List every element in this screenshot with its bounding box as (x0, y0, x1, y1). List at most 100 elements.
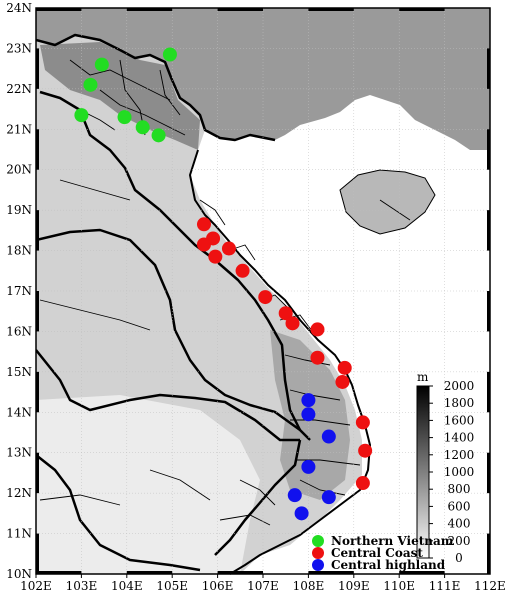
station-central-highland (301, 459, 316, 474)
colorbar-tick-label: 2000 (444, 379, 475, 393)
lat-tick-label: 13N (6, 446, 32, 460)
lat-tick-label: 12N (6, 486, 32, 500)
colorbar-tick-label: 1200 (444, 448, 475, 462)
colorbar-tick-label: 600 (448, 499, 471, 513)
station-central-highland (294, 506, 309, 521)
station-northern-vietnam (151, 128, 166, 143)
frame-segment (36, 129, 39, 170)
colorbar-unit: m (417, 370, 429, 384)
colorbar-tick-label: 800 (448, 482, 471, 496)
station-central-coast (208, 249, 223, 264)
legend-marker (312, 559, 324, 571)
frame-segment (487, 210, 490, 251)
colorbar-tick-label: 400 (448, 517, 471, 531)
station-northern-vietnam (117, 110, 132, 125)
station-central-coast (285, 316, 300, 331)
frame-segment (36, 533, 39, 574)
lat-tick-label: 24N (6, 1, 32, 15)
station-central-coast (235, 263, 250, 278)
station-northern-vietnam (83, 77, 98, 92)
latitude-labels: 10N 11N 12N 13N 14N 15N 16N 17N 18N 19N 20N 21N 22N 2… (6, 1, 32, 581)
station-central-coast (337, 360, 352, 375)
legend-marker (312, 535, 324, 547)
frame-segment (487, 533, 490, 574)
legend-label: Central Coast (331, 546, 423, 560)
lat-tick-label: 14N (6, 405, 32, 419)
lon-tick-label: 106E (202, 579, 234, 593)
frame-segment (487, 452, 490, 494)
legend-label: Northern Vietnam (331, 534, 454, 548)
legend-marker (312, 547, 324, 559)
frame-segment (36, 8, 82, 11)
station-northern-vietnam (162, 47, 177, 62)
colorbar-tick-label: 200 (448, 534, 471, 548)
station-central-coast (196, 237, 211, 252)
frame-segment (308, 571, 354, 574)
colorbar-tick-label: 1600 (444, 413, 475, 427)
colorbar-ramp (416, 385, 430, 559)
lat-tick-label: 22N (6, 82, 32, 96)
station-central-highland (321, 429, 336, 444)
station-central-coast (358, 443, 373, 458)
frame-segment (36, 48, 39, 89)
station-central-coast (258, 290, 273, 305)
frame-segment (36, 571, 82, 574)
colorbar-tick-label: 1400 (444, 431, 475, 445)
lat-tick-label: 11N (6, 527, 32, 541)
station-central-coast (196, 217, 211, 232)
station-central-coast (355, 476, 370, 491)
frame-segment (487, 48, 490, 89)
station-central-coast (355, 415, 370, 430)
frame-segment (36, 210, 39, 251)
longitude-labels: 102E 103E 104E 105E 106E 107E 108E 109E 110E 111E… (20, 579, 506, 593)
frame-segment (217, 571, 263, 574)
lat-tick-label: 23N (6, 41, 32, 55)
lon-tick-label: 110E (383, 579, 415, 593)
lon-tick-label: 102E (20, 579, 52, 593)
lon-tick-label: 107E (247, 579, 279, 593)
hainan-island (339, 169, 436, 235)
frame-segment (126, 571, 173, 574)
station-northern-vietnam (135, 120, 150, 135)
frame-segment (487, 371, 490, 413)
station-central-highland (301, 407, 316, 422)
station-central-coast (221, 241, 236, 256)
frame-segment (36, 452, 39, 494)
lon-tick-label: 109E (338, 579, 370, 593)
frame-segment (217, 8, 263, 11)
lat-tick-label: 20N (6, 163, 32, 177)
mekong-lowlands (36, 395, 260, 574)
lat-tick-label: 16N (6, 324, 32, 338)
elevation-colorbar: m 0 200 400 600 800 1000 1200 1400 1600 1800 2000 (416, 370, 475, 565)
station-northern-vietnam (94, 57, 109, 72)
lon-tick-label: 103E (66, 579, 98, 593)
lon-tick-label: 108E (293, 579, 325, 593)
station-markers (74, 47, 373, 521)
station-central-highland (301, 393, 316, 408)
station-northern-vietnam (74, 108, 89, 123)
frame-segment (399, 8, 445, 11)
lon-tick-label: 105E (156, 579, 188, 593)
lat-tick-label: 21N (6, 122, 32, 136)
frame-segment (308, 8, 354, 11)
frame-segment (487, 129, 490, 170)
map-frame (35, 7, 491, 578)
station-central-highland (287, 488, 302, 503)
lon-tick-label: 112E (474, 579, 506, 593)
lat-tick-label: 18N (6, 244, 32, 258)
lat-tick-label: 17N (6, 284, 32, 298)
lat-tick-label: 19N (6, 203, 32, 217)
frame-segment (36, 371, 39, 413)
colorbar-tick-label: 1800 (444, 396, 475, 410)
station-central-coast (278, 306, 293, 321)
legend-label: Central highland (331, 558, 446, 572)
colorbar-tick-label: 1000 (444, 465, 475, 479)
frame-segment (126, 8, 173, 11)
frame-segment (399, 571, 445, 574)
lon-tick-label: 104E (111, 579, 143, 593)
frame-segment (487, 291, 490, 332)
national-borders (36, 33, 311, 572)
station-central-highland (321, 490, 336, 505)
